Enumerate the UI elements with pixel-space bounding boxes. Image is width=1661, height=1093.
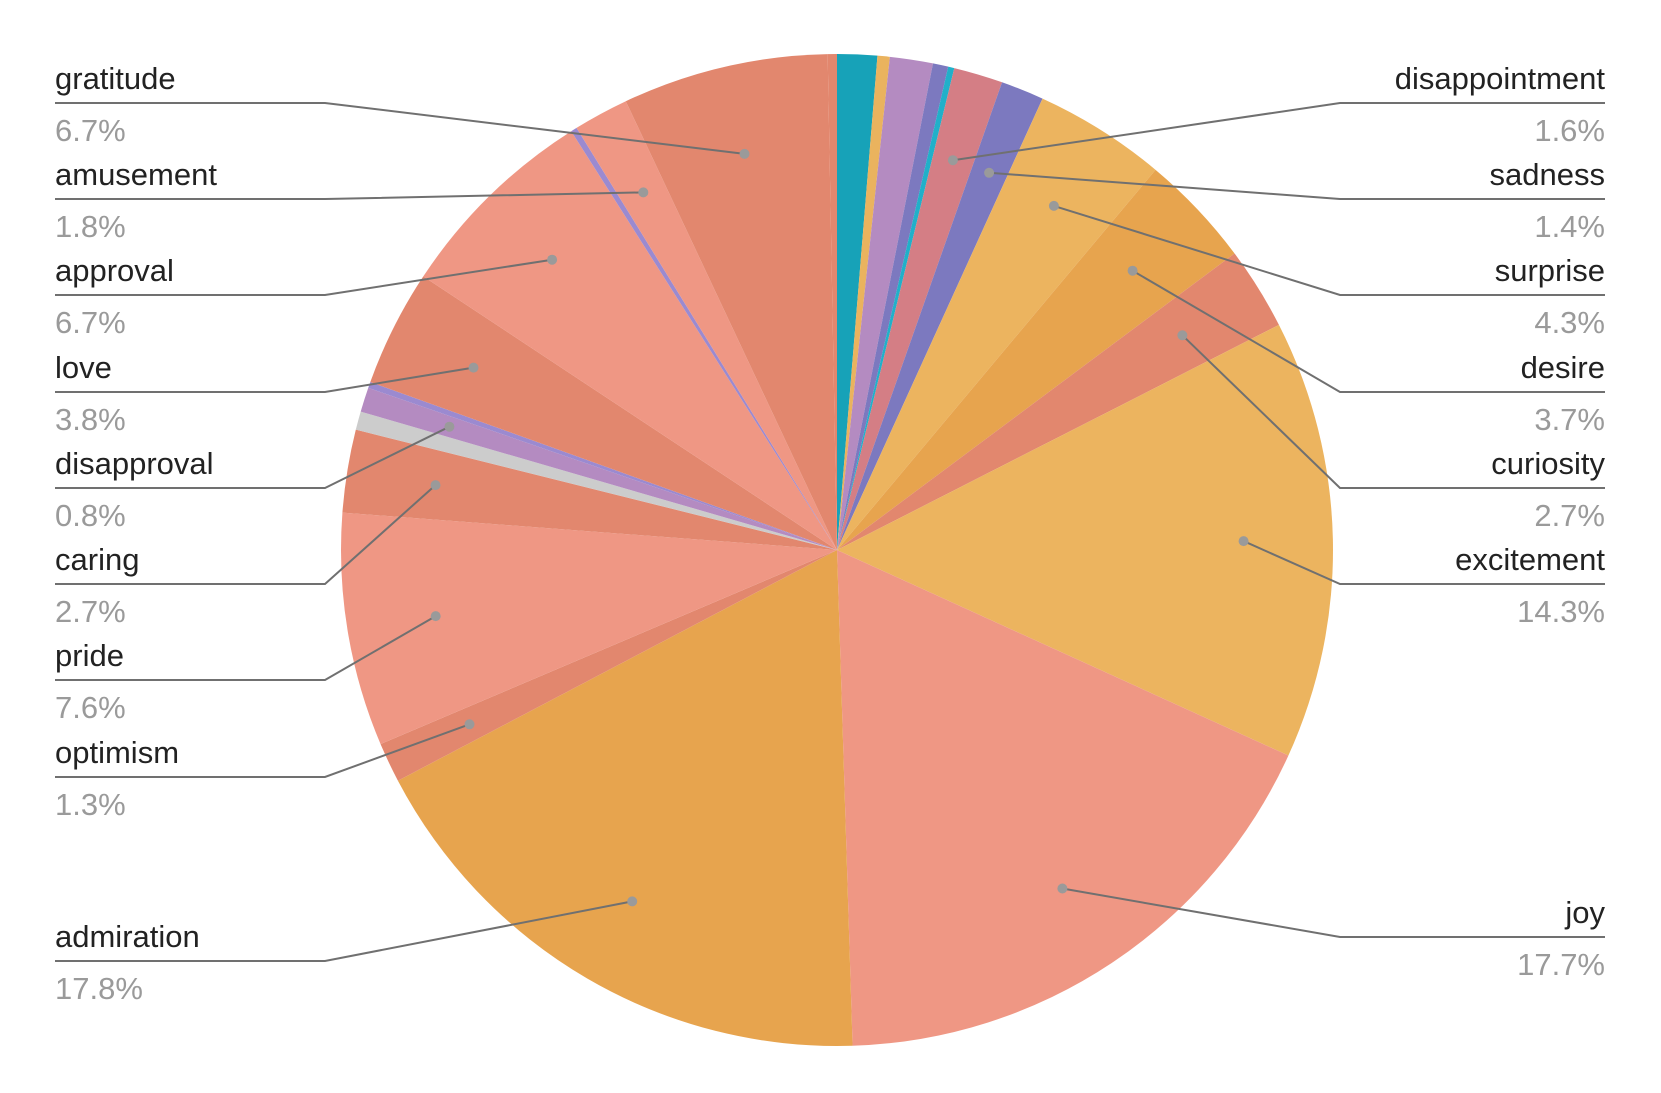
pie-slice-amusement [576,101,837,551]
pie-slice-unlabeled-0 [837,54,878,550]
slice-label-amusement: amusement [55,157,217,192]
leader-line-curiosity [1181,334,1605,489]
leader-dot-excitement [1238,536,1249,547]
pie-slice-unlabeled-1 [837,55,890,551]
leader-dot-curiosity [1177,330,1188,341]
leader-line-gratitude [55,102,745,155]
slice-label-caring: caring [55,542,139,577]
leader-dot-admiration [627,896,638,907]
leader-line-love [55,366,474,393]
slice-label-disappointment: disappointment [1395,61,1606,96]
leader-dot-surprise [1048,200,1059,211]
pie-slice-disapproval [360,387,837,550]
slice-value-label-admiration: 17.8% [55,971,143,1006]
leader-dot-gratitude [739,148,750,159]
leader-line-excitement [1243,540,1605,585]
leader-dot-desire [1127,265,1138,276]
leader-dot-disappointment [947,155,958,166]
leader-line-disappointment [952,102,1605,162]
pie-slice-curiosity [837,253,1279,550]
leader-line-disapproval [55,425,450,489]
leader-line-sadness [989,171,1605,200]
slice-label-joy: joy [1564,895,1605,930]
leader-dot-approval [547,254,558,265]
pie-slice-unlabeled-2 [837,56,933,550]
pie-slice-caring [342,429,837,550]
pie-slice-unlabeled-3 [837,63,949,550]
leader-line-approval [55,258,553,296]
slice-label-surprise: surprise [1495,253,1605,288]
pie-slice-excitement [837,324,1333,756]
pie-slice-unlabeled-24 [827,54,837,550]
slice-label-excitement: excitement [1455,542,1605,577]
leader-line-amusement [55,191,644,200]
slice-label-gratitude: gratitude [55,61,176,96]
slice-value-label-joy: 17.7% [1517,947,1605,982]
leader-dot-sadness [984,167,995,178]
slice-label-desire: desire [1521,350,1605,385]
leader-line-joy [1062,887,1605,938]
leader-line-optimism [55,723,470,778]
leader-line-pride [55,615,437,681]
leader-dot-love [468,362,479,373]
slice-label-love: love [55,350,112,385]
leader-dot-amusement [638,187,649,198]
slice-value-label-curiosity: 2.7% [1534,498,1605,533]
pie-slice-admiration [397,550,853,1047]
slice-value-label-optimism: 1.3% [55,787,126,822]
slice-value-label-desire: 3.7% [1534,402,1605,437]
pie-slice-love [370,276,837,550]
slice-value-label-amusement: 1.8% [55,209,126,244]
slice-value-label-disapproval: 0.8% [55,498,126,533]
slice-value-label-pride: 7.6% [55,690,126,725]
leader-line-caring [55,484,437,585]
slice-value-label-caring: 2.7% [55,594,126,629]
pie-slice-unlabeled-16 [355,411,837,550]
pie-slice-optimism [380,550,837,781]
slice-value-label-sadness: 1.4% [1534,209,1605,244]
slice-label-approval: approval [55,253,174,288]
pie-slice-unlabeled-4 [837,66,955,550]
leader-line-desire [1132,269,1605,393]
leader-dot-pride [430,611,441,622]
pie-slice-gratitude [625,54,837,551]
slice-label-disapproval: disapproval [55,446,214,481]
slice-value-label-approval: 6.7% [55,305,126,340]
slice-label-sadness: sadness [1490,157,1605,192]
slice-value-label-disappointment: 1.6% [1534,113,1605,148]
pie-slice-approval [423,131,837,550]
leader-line-admiration [55,900,633,962]
slice-label-optimism: optimism [55,735,179,770]
slice-label-curiosity: curiosity [1491,446,1605,481]
slice-value-label-love: 3.8% [55,402,126,437]
pie-slice-pride [341,512,837,745]
pie-slice-desire [837,169,1235,550]
pie-slice-joy [837,550,1289,1046]
slice-value-label-surprise: 4.3% [1534,305,1605,340]
pie-slice-unlabeled-18 [368,381,837,550]
slice-label-admiration: admiration [55,919,200,954]
slice-value-label-gratitude: 6.7% [55,113,126,148]
pie-slice-disappointment [837,68,1003,550]
pie-slice-surprise [837,98,1156,550]
leader-dot-joy [1057,883,1068,894]
leader-dot-optimism [464,719,475,730]
pie-slices [341,54,1333,1047]
leader-dot-disapproval [444,421,455,432]
leader-dot-caring [430,480,441,491]
pie-slice-unlabeled-21 [571,127,837,550]
slice-labels: disappointment 1.6% sadness 1.4% surprise 4.3… [55,61,1605,1006]
slice-value-label-excitement: 14.3% [1517,594,1605,629]
leader-line-surprise [1053,204,1605,296]
slice-label-pride: pride [55,638,124,673]
pie-slice-sadness [837,82,1043,550]
